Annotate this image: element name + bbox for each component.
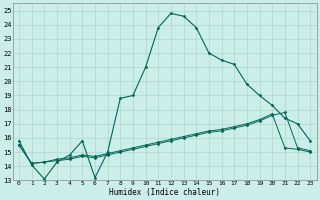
X-axis label: Humidex (Indice chaleur): Humidex (Indice chaleur) — [109, 188, 220, 197]
